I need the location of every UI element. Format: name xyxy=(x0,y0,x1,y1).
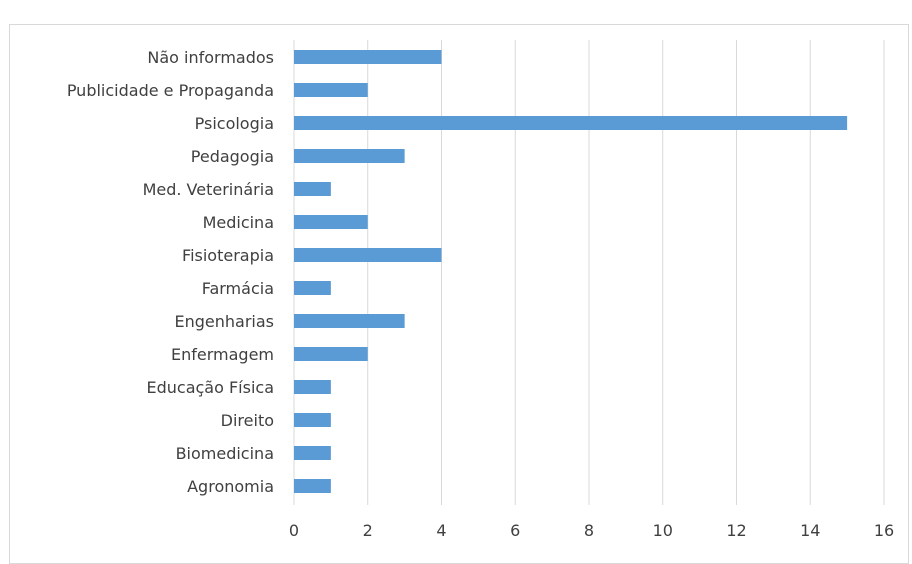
x-tick-label: 12 xyxy=(726,521,746,540)
x-tick-labels: 0 2 4 6 8 10 12 14 16 xyxy=(289,521,894,540)
x-tick-label: 8 xyxy=(584,521,594,540)
bar xyxy=(294,479,331,493)
grid-lines xyxy=(293,40,885,505)
bar xyxy=(294,446,331,460)
x-tick-label: 16 xyxy=(874,521,894,540)
category-label: Fisioterapia xyxy=(182,246,274,265)
x-tick-label: 2 xyxy=(363,521,373,540)
bar xyxy=(294,314,405,328)
x-tick-label: 0 xyxy=(289,521,299,540)
bar xyxy=(294,116,848,130)
category-label: Farmácia xyxy=(202,279,274,298)
bar xyxy=(294,50,442,64)
bar xyxy=(294,413,331,427)
bar xyxy=(294,215,368,229)
category-label: Publicidade e Propaganda xyxy=(67,81,274,100)
category-label: Engenharias xyxy=(175,312,275,331)
category-label: Direito xyxy=(221,411,274,430)
bar xyxy=(294,347,368,361)
category-label: Biomedicina xyxy=(176,444,274,463)
x-tick-label: 4 xyxy=(436,521,446,540)
category-label: Psicologia xyxy=(195,114,274,133)
chart-frame xyxy=(9,24,909,564)
x-tick-label: 6 xyxy=(510,521,520,540)
category-label: Enfermagem xyxy=(171,345,274,364)
category-label: Pedagogia xyxy=(191,147,274,166)
category-label: Medicina xyxy=(203,213,274,232)
category-label: Agronomia xyxy=(187,477,274,496)
bar xyxy=(294,248,442,262)
bar xyxy=(294,149,405,163)
category-labels: Não informados Publicidade e Propaganda Ps… xyxy=(67,48,274,496)
category-label: Med. Veterinária xyxy=(143,180,274,199)
category-label: Não informados xyxy=(147,48,274,67)
bar xyxy=(294,83,368,97)
x-tick-label: 14 xyxy=(800,521,820,540)
x-tick-label: 10 xyxy=(653,521,673,540)
category-label: Educação Física xyxy=(146,378,274,397)
bar xyxy=(294,281,331,295)
bar xyxy=(294,380,331,394)
bar xyxy=(294,182,331,196)
bars xyxy=(294,50,848,493)
